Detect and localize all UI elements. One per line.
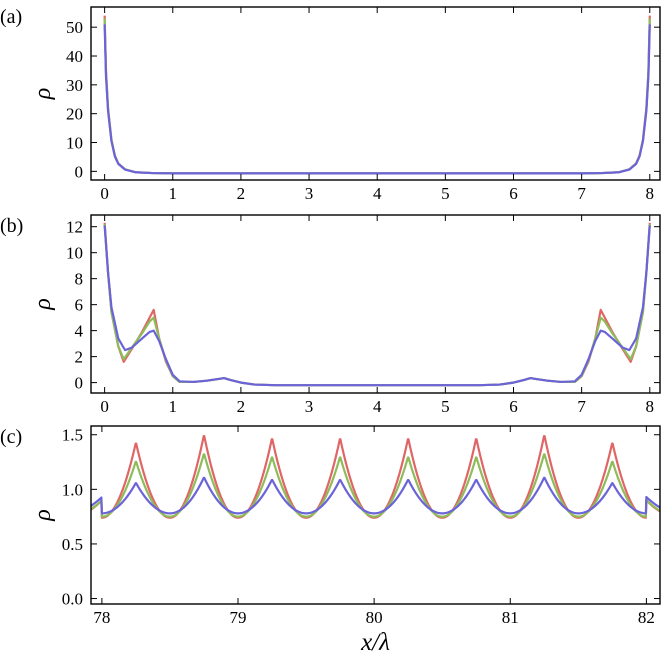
- x-tick-label: 7: [577, 184, 586, 203]
- x-tick-label: 3: [305, 184, 314, 203]
- y-axis-label: ρ: [30, 88, 56, 101]
- x-tick-label: 0: [100, 397, 109, 416]
- panel-c: 78 79 80 81 82 0.0 0.5 1.0 1.5 (c) ρ x/λ: [0, 425, 661, 656]
- y-tick-label: 0: [75, 374, 84, 393]
- y-tick-label: 2: [75, 348, 84, 367]
- y-tick-label: 12: [66, 218, 83, 237]
- panel-label: (a): [0, 6, 22, 28]
- x-tick-label: 0: [100, 184, 109, 203]
- x-axis-label: x/λ: [360, 629, 390, 656]
- y-tick-label: 0.5: [62, 535, 83, 554]
- plot-frame: [90, 214, 661, 394]
- panel-label: (b): [0, 215, 23, 237]
- y-tick-label: 6: [75, 296, 84, 315]
- y-tick-label: 20: [66, 105, 83, 124]
- x-tick-label: 1: [169, 184, 178, 203]
- x-tick-label: 81: [502, 608, 519, 627]
- y-tick-label: 4: [75, 322, 84, 341]
- x-tick-label: 5: [441, 184, 450, 203]
- x-tick-label: 82: [638, 608, 655, 627]
- x-tick-label: 2: [237, 397, 246, 416]
- series-line-2: [103, 224, 651, 387]
- y-tick-label: 1.5: [62, 426, 83, 445]
- x-tick-label: 6: [509, 397, 518, 416]
- y-tick-label: 0.0: [62, 590, 83, 609]
- panel-label: (c): [0, 426, 22, 448]
- y-tick-label: 50: [66, 18, 83, 37]
- x-tick-label: 79: [230, 608, 247, 627]
- series-line-3: [103, 24, 651, 175]
- x-tick-label: 78: [93, 608, 110, 627]
- x-tick-label: 6: [509, 184, 518, 203]
- x-tick-label: 8: [646, 184, 655, 203]
- series-line-1: [91, 434, 660, 519]
- y-tick-label: 8: [75, 270, 84, 289]
- x-tick-label: 80: [366, 608, 383, 627]
- x-tick-label: 5: [441, 397, 450, 416]
- y-tick-label: 10: [66, 244, 83, 263]
- series-line-2: [103, 18, 651, 175]
- plot-frame: [90, 425, 661, 605]
- panel-a: 0 1 2 3 4 5 6 7 8 0 10 20 30 40 50 (a) ρ: [0, 6, 661, 203]
- series-line-2: [91, 453, 660, 518]
- series-line-3: [103, 225, 651, 387]
- x-tick-label: 2: [237, 184, 246, 203]
- y-axis-label: ρ: [30, 298, 56, 311]
- y-tick-label: 1.0: [62, 480, 83, 499]
- x-tick-label: 8: [646, 397, 655, 416]
- x-tick-label: 4: [373, 184, 382, 203]
- x-tick-label: 7: [577, 397, 586, 416]
- y-tick-label: 0: [75, 162, 84, 181]
- series-line-1: [103, 222, 651, 387]
- y-tick-label: 30: [66, 76, 83, 95]
- y-tick-label: 10: [66, 134, 83, 153]
- y-axis-label: ρ: [30, 509, 56, 522]
- series-line-1: [103, 15, 651, 175]
- series-line-3: [91, 476, 660, 515]
- x-tick-label: 3: [305, 397, 314, 416]
- x-tick-label: 1: [169, 397, 178, 416]
- x-tick-label: 4: [373, 397, 382, 416]
- plot-frame: [90, 6, 661, 181]
- y-tick-label: 40: [66, 47, 83, 66]
